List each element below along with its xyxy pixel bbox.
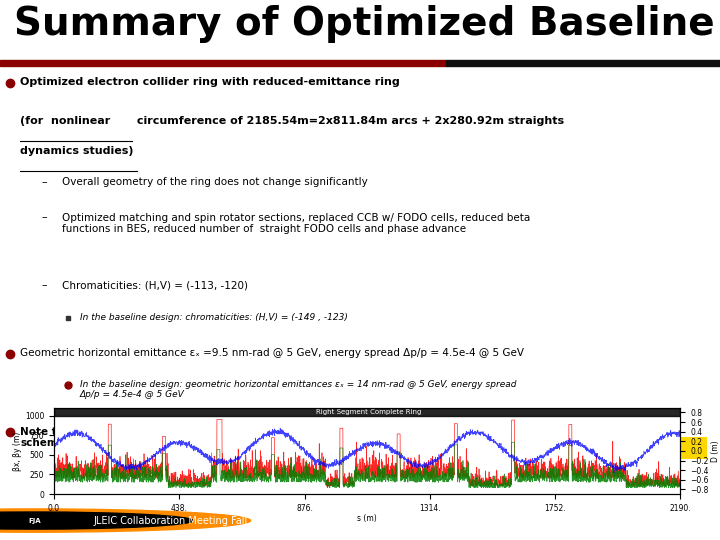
Text: dynamics studies): dynamics studies) [20,145,134,156]
Text: Overall geometry of the ring does not change significantly: Overall geometry of the ring does not ch… [62,177,368,187]
Bar [446,60,720,66]
Text: Optimized electron collider ring with reduced-emittance ring: Optimized electron collider ring with re… [20,77,400,87]
Circle shape [0,509,251,532]
Text: FJA: FJA [28,517,41,524]
Y-axis label: βx, βy (m): βx, βy (m) [13,431,22,470]
Text: circumference of 2185.54m=2x811.84m arcs + 2x280.92m straights: circumference of 2185.54m=2x811.84m arcs… [133,116,564,126]
Text: –: – [42,213,48,222]
Circle shape [0,512,193,529]
Bar [54,408,680,416]
FancyBboxPatch shape [218,437,707,460]
Text: Geometric horizontal emittance εₓ =9.5 nm-rad @ 5 GeV, energy spread Δp/p = 4.5e: Geometric horizontal emittance εₓ =9.5 n… [20,348,524,359]
Text: (for  nonlinear: (for nonlinear [20,116,110,126]
Text: In the baseline design: geometric horizontal emittances εₓ = 14 nm-rad @ 5 GeV, : In the baseline design: geometric horizo… [80,380,516,399]
X-axis label: s (m): s (m) [357,514,377,523]
Bar [0,60,446,66]
Text: –: – [42,280,48,290]
Text: 15: 15 [389,516,401,525]
Text: Optimized matching and spin rotator sections, replaced CCB w/ FODO cells, reduce: Optimized matching and spin rotator sect… [62,213,530,234]
Text: JLEIC Collaboration Meeting Fall 2016: JLEIC Collaboration Meeting Fall 2016 [94,516,276,525]
Text: Chromaticities: (H,V) = (-113, -120): Chromaticities: (H,V) = (-113, -120) [62,280,248,290]
Text: In the baseline design: chromaticities: (H,V) = (-149 , -123): In the baseline design: chromaticities: … [80,313,348,322]
Y-axis label: D (m): D (m) [711,440,720,462]
Text: Note that chromaticities and emittances may vary in different chromaticity compe: Note that chromaticities and emittances … [20,427,552,448]
Text: See Yuri Nosochkov's talk: Electron Collider Ring Chromatic Compensation and Dyn: See Yuri Nosochkov's talk: Electron Coll… [225,434,616,443]
Text: –: – [42,177,48,187]
Text: Jefferson Lab: Jefferson Lab [611,514,698,527]
Text: Summary of Optimized Baseline Design: Summary of Optimized Baseline Design [14,5,720,43]
Text: Right Segment Complete Ring: Right Segment Complete Ring [316,409,421,415]
